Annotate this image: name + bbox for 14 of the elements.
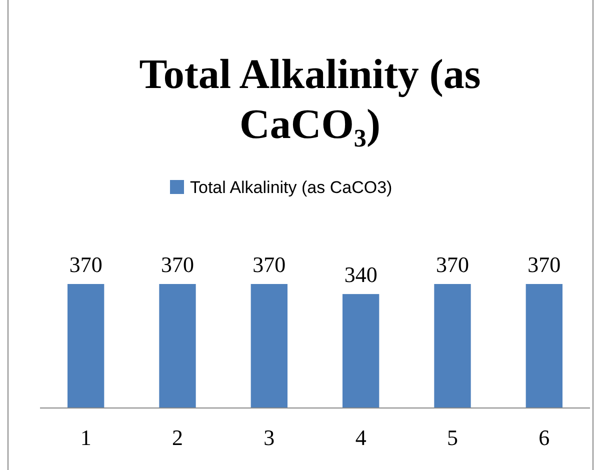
data-label: 370 (528, 252, 561, 277)
data-label: 370 (69, 252, 102, 277)
data-label: 340 (344, 262, 378, 288)
data-label: 370 (252, 252, 286, 277)
data-label: 370 (436, 252, 469, 277)
data-label: 370 (161, 252, 194, 277)
legend-label: Total Alkalinity (as CaCO3) (190, 178, 392, 197)
x-tick-label: 2 (172, 425, 183, 450)
x-tick-label: 5 (447, 425, 458, 450)
chart-title: Total Alkalinity (as CaCO₃) (139, 52, 481, 148)
x-tick-label: 3 (264, 425, 275, 450)
x-tick-label: 1 (80, 425, 92, 450)
x-tick-label: 6 (538, 425, 550, 450)
x-tick-label: 4 (355, 425, 366, 450)
